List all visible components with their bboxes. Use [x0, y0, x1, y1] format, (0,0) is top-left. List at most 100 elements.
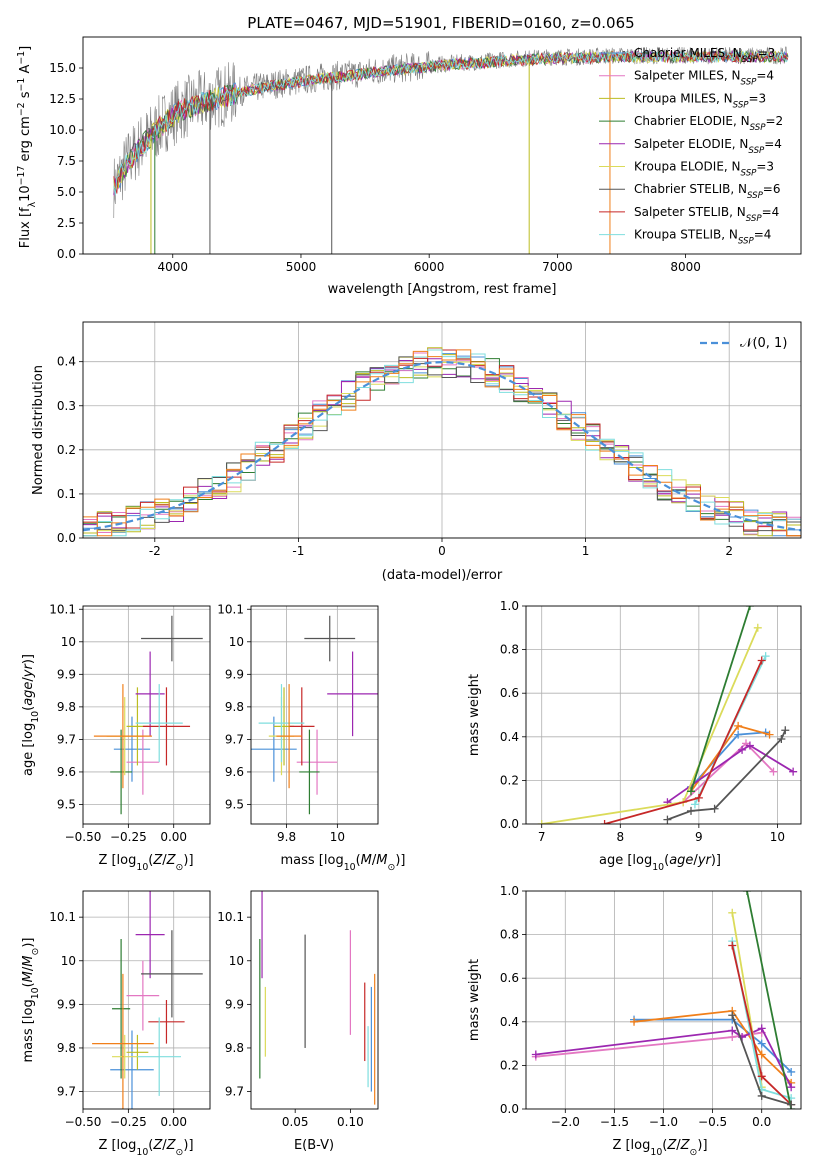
x-tick-label: 9: [695, 830, 703, 844]
y-tick-label: 10: [229, 635, 244, 649]
errorbar-point: [142, 687, 191, 766]
errorbar-point: [258, 684, 305, 763]
series-line: [690, 606, 751, 792]
model-line: [113, 50, 788, 194]
y-tick-label: 2.5: [57, 216, 76, 230]
data-marker: [787, 1083, 796, 1092]
data-marker: [787, 1067, 796, 1076]
errorbar-point: [289, 687, 315, 766]
data-marker: [728, 941, 737, 950]
errorbar-point: [327, 651, 378, 737]
axes-frame: [82, 890, 211, 1110]
legend: Chabrier MILES, NSSP=3 Salpeter MILES, NS…: [599, 46, 783, 247]
data-marker: [787, 1100, 796, 1109]
y-tick-label: 10: [61, 954, 76, 968]
y-tick-label: 0.2: [57, 443, 76, 457]
errorbar-point: [112, 1034, 138, 1079]
y-tick-label: 0.4: [500, 730, 519, 744]
errorbar-point: [137, 1017, 181, 1096]
y-tick-label: 9.7: [57, 1085, 76, 1099]
y-tick-label: 10.1: [217, 910, 244, 924]
data-marker: [710, 804, 719, 813]
x-tick-label: −0.50: [65, 1115, 102, 1129]
errorbar-point: [135, 651, 165, 737]
y-tick-label: 0.0: [500, 817, 519, 831]
legend-label: Kroupa MILES, NSSP=3: [634, 91, 766, 110]
x-axis-label: mass [log10(M/M⊙)]: [281, 853, 406, 873]
data-marker: [537, 820, 546, 824]
panel-residuals: -2 -1 0 1 2 0.0 0.1 0.2 0.3 0.4 (data-model)/error…: [31, 321, 802, 583]
errorbar-point: [93, 684, 152, 789]
y-tick-label: 10.1: [49, 910, 76, 924]
x-tick-label: 8000: [670, 260, 701, 274]
errorbar-point: [112, 938, 131, 1079]
errorbar-point: [126, 960, 160, 1031]
y-tick-label: 9.9: [225, 667, 244, 681]
data-marker: [687, 787, 695, 796]
figure-title: PLATE=0467, MJD=51901, FIBERID=0160, z=0…: [247, 14, 634, 32]
data-marker: [761, 652, 770, 661]
y-tick-label: 9.9: [57, 997, 76, 1011]
panel-mass_vs_ebv: 0.05 0.10 9.7 9.8 9.9 10 10.1 E(B-V): [217, 890, 379, 1153]
axes-frame: [250, 890, 379, 1110]
errorbar-point: [92, 973, 154, 1109]
y-tick-label: 10: [61, 635, 76, 649]
panel-mass_vs_Z: −0.50 −0.25 0.00 9.7 9.8 9.9 10 10.1 Z [log10(Z/…: [21, 890, 211, 1158]
y-tick-label: 0.1: [57, 487, 76, 501]
legend-label: Salpeter MILES, NSSP=4: [634, 69, 774, 88]
panel-age_vs_Z: −0.50 −0.25 0.00 9.5 9.6 9.7 9.8 9.9 10 10.1 Z [lo…: [21, 602, 211, 873]
errorbar-point: [113, 716, 151, 782]
x-tick-label: 2: [725, 544, 733, 558]
data-marker: [757, 1039, 766, 1048]
x-tick-label: -2: [149, 544, 161, 558]
x-tick-label: 1: [582, 544, 590, 558]
data-marker: [531, 1050, 540, 1059]
y-tick-label: 0.2: [500, 773, 519, 787]
data-marker: [728, 908, 737, 917]
y-tick-label: 1.0: [500, 599, 519, 613]
y-tick-label: 0.0: [57, 531, 76, 545]
x-axis-label: Z [log10(Z/Z⊙)]: [98, 1138, 193, 1158]
errorbar-point: [299, 729, 320, 815]
data-marker: [757, 1072, 766, 1081]
panel-age_vs_mass: 9.8 10 9.5 9.6 9.7 9.8 9.9 10 10.1 mass [log10(M/…: [217, 602, 405, 872]
x-axis-label: age [log10(age/yr)]: [599, 853, 721, 873]
data-marker: [765, 730, 774, 739]
y-tick-label: 9.9: [57, 667, 76, 681]
errorbar-point: [276, 684, 302, 789]
x-tick-label: 7: [538, 830, 546, 844]
data-marker: [769, 767, 778, 776]
y-tick-label: 9.8: [225, 700, 244, 714]
y-axis-label: Flux [fλ10−17 erg cm−2 s−1 A−1]: [16, 46, 38, 248]
data-marker: [600, 820, 609, 824]
data-marker: [663, 815, 672, 824]
legend-label: Salpeter ELODIE, NSSP=4: [634, 137, 782, 156]
data-marker: [745, 741, 754, 750]
data-marker: [789, 767, 798, 776]
y-tick-label: 9.7: [57, 732, 76, 746]
histogram-step: [83, 349, 801, 537]
x-tick-label: −0.25: [110, 830, 147, 844]
y-tick-label: 9.8: [57, 1041, 76, 1055]
legend-label: Chabrier ELODIE, NSSP=2: [634, 114, 783, 133]
plot-area: [83, 606, 210, 824]
y-tick-label: 9.7: [225, 1085, 244, 1099]
y-tick-label: 7.5: [57, 154, 76, 168]
y-tick-label: 10.1: [217, 602, 244, 616]
errorbar-point: [110, 729, 132, 815]
x-tick-label: 10: [330, 830, 345, 844]
y-tick-label: 10: [229, 954, 244, 968]
y-tick-label: 0.6: [500, 971, 519, 985]
errorbar-point: [126, 1034, 149, 1070]
y-tick-label: 0.0: [500, 1102, 519, 1116]
y-tick-label: 10.0: [49, 123, 76, 137]
x-tick-label: −1.5: [600, 1115, 629, 1129]
plot-area: [526, 606, 801, 824]
data-marker: [694, 793, 703, 802]
series-line: [633, 1009, 792, 1084]
x-tick-label: 0.00: [160, 1115, 187, 1129]
y-tick-label: 5.0: [57, 185, 76, 199]
y-tick-label: 9.6: [225, 765, 244, 779]
y-tick-label: 0.4: [500, 1015, 519, 1029]
